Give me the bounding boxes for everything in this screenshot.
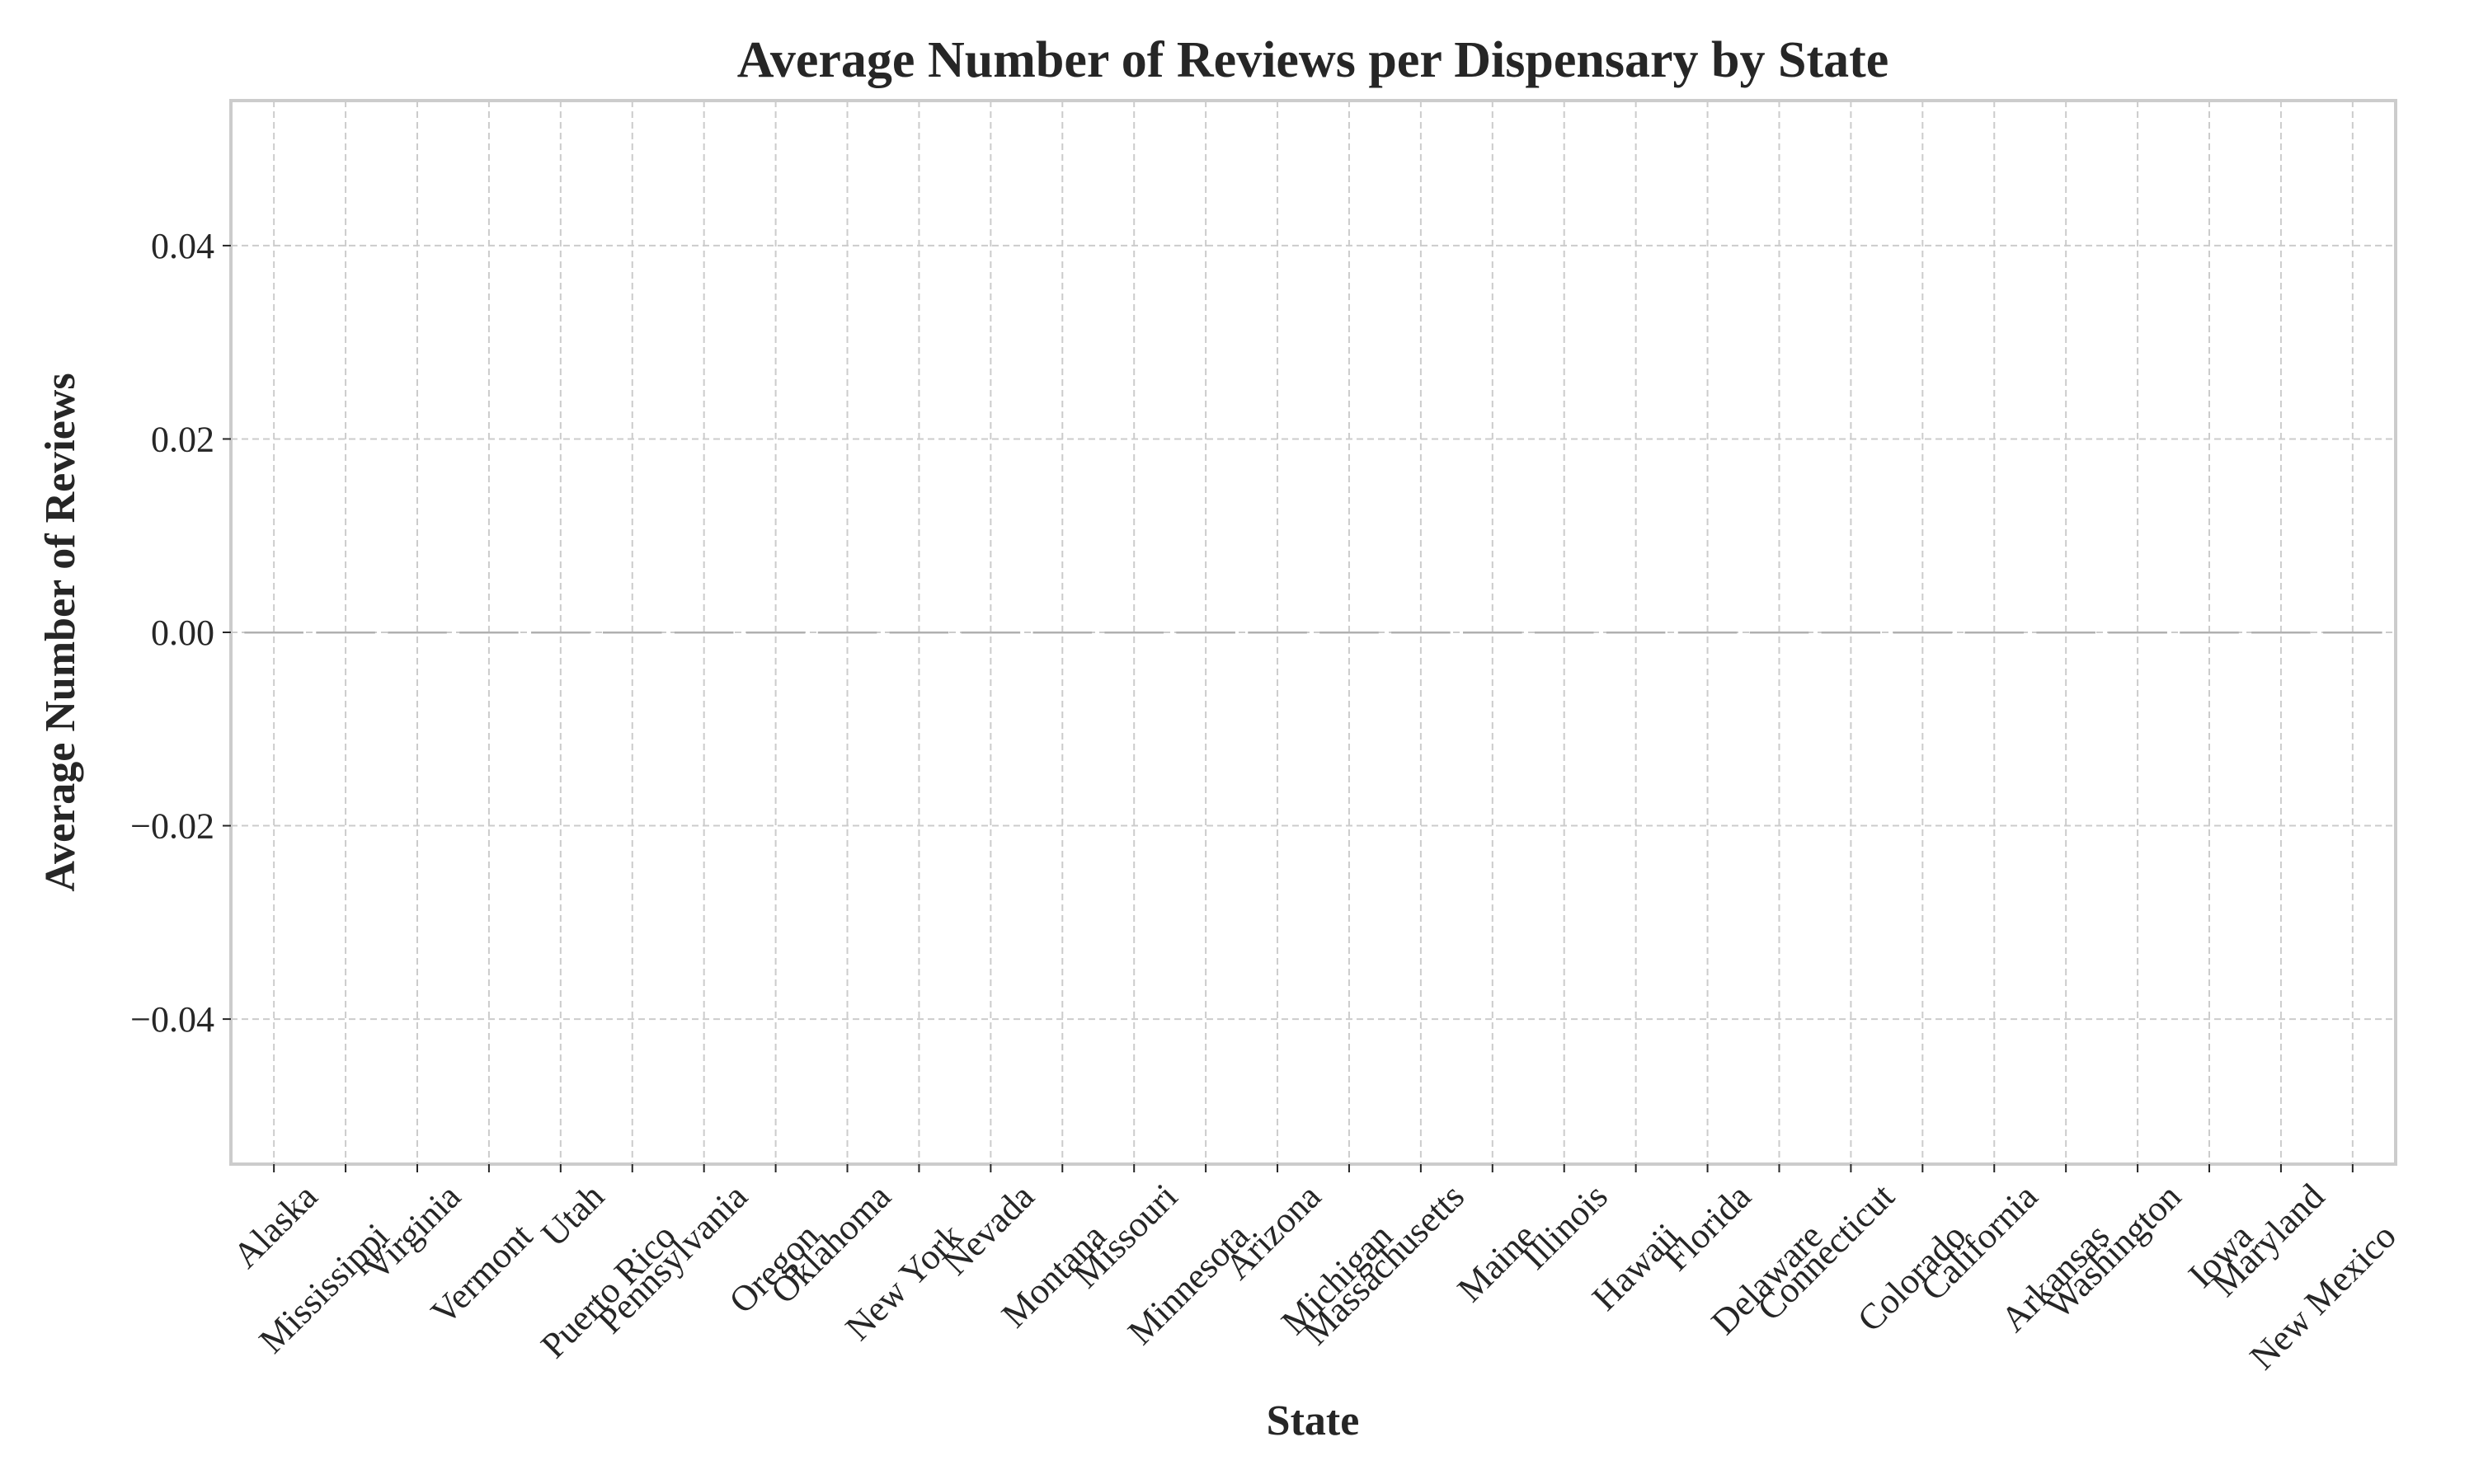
bar [1606, 632, 1666, 634]
bar [817, 632, 877, 634]
bar [459, 632, 519, 634]
bar [1248, 632, 1307, 634]
bar [1749, 632, 1809, 634]
bar [2180, 632, 2239, 634]
bar [1677, 632, 1738, 634]
x-tick-label: Vermont [423, 1215, 540, 1332]
bar [1032, 632, 1093, 634]
bar [2036, 632, 2095, 634]
y-axis: −0.04 −0.02 0.00 0.02 0.04 [130, 226, 231, 1040]
bar [2108, 632, 2167, 634]
bar [745, 632, 806, 634]
y-tick-label: 0.00 [151, 613, 214, 653]
x-tick-label: Utah [534, 1176, 612, 1254]
bar [1104, 632, 1164, 634]
bar [2251, 632, 2311, 634]
bar [889, 632, 949, 634]
x-axis-label: State [1267, 1397, 1360, 1444]
bar [388, 632, 447, 634]
bar [602, 632, 662, 634]
bar [1893, 632, 1953, 634]
x-axis: AlaskaMississippiVirginiaVermontUtahPuer… [225, 1164, 2404, 1378]
bar [1463, 632, 1522, 634]
bar [674, 632, 734, 634]
y-tick-label: 0.04 [151, 226, 214, 266]
bar [1964, 632, 2025, 634]
bars [244, 632, 2382, 634]
bar [1534, 632, 1594, 634]
y-tick-label: −0.04 [130, 999, 214, 1040]
bar [1176, 632, 1235, 634]
bar [1319, 632, 1379, 634]
bar [961, 632, 1021, 634]
bar [2323, 632, 2382, 634]
x-tick-label: Hawaii [1584, 1215, 1686, 1317]
bar [316, 632, 375, 634]
bar [244, 632, 303, 634]
y-axis-label: Average Number of Reviews [37, 373, 84, 891]
x-tick-label: Florida [1656, 1176, 1759, 1279]
y-tick-label: −0.02 [130, 806, 214, 847]
bar [1391, 632, 1451, 634]
y-tick-label: 0.02 [151, 419, 214, 459]
x-tick-label: Alaska [225, 1176, 325, 1275]
x-tick-label: Illinois [1514, 1176, 1616, 1277]
bar [1821, 632, 1881, 634]
bar [531, 632, 590, 634]
chart-title: Average Number of Reviews per Dispensary… [737, 32, 1889, 88]
